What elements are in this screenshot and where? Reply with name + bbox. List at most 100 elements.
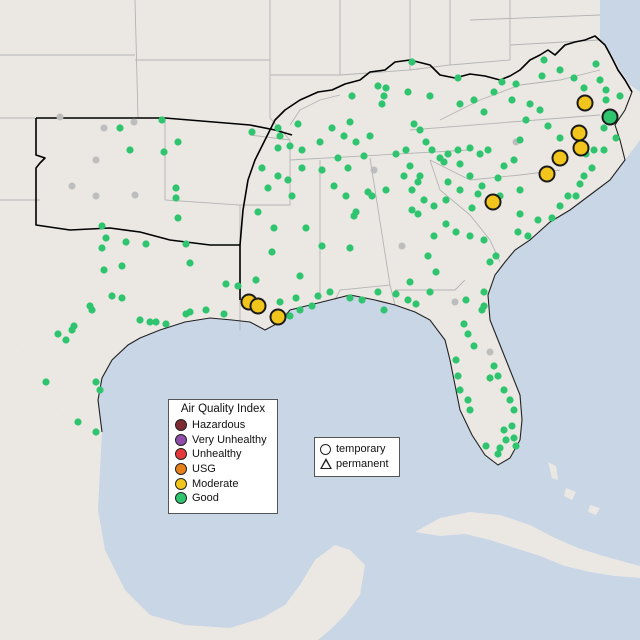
good-site bbox=[382, 186, 390, 194]
good-site bbox=[454, 372, 462, 380]
triangle-icon bbox=[320, 458, 332, 470]
good-site bbox=[580, 84, 588, 92]
good-site bbox=[136, 316, 144, 324]
good-site bbox=[464, 330, 472, 338]
good-site bbox=[484, 146, 492, 154]
good-site bbox=[466, 406, 474, 414]
good-site bbox=[478, 306, 486, 314]
good-site bbox=[374, 288, 382, 296]
good-site bbox=[494, 450, 502, 458]
good-site bbox=[556, 134, 564, 142]
legend-title: Air Quality Index bbox=[180, 403, 266, 415]
good-site bbox=[380, 306, 388, 314]
legend-item-permanent: permanent bbox=[320, 457, 394, 472]
good-site bbox=[380, 92, 388, 100]
moderate-site bbox=[572, 139, 590, 157]
good-site bbox=[118, 294, 126, 302]
legend-label: Very Unhealthy bbox=[192, 433, 267, 446]
good-site bbox=[524, 232, 532, 240]
good-site bbox=[308, 302, 316, 310]
good-site bbox=[302, 224, 310, 232]
legend-item-unhealthy: Unhealthy bbox=[175, 447, 271, 462]
good-site bbox=[346, 294, 354, 302]
good-site bbox=[220, 310, 228, 318]
good-site bbox=[456, 386, 464, 394]
good-site bbox=[350, 212, 358, 220]
good-site bbox=[42, 378, 50, 386]
legend-label: temporary bbox=[336, 443, 386, 456]
moderate-swatch bbox=[175, 477, 187, 490]
good-site bbox=[480, 288, 488, 296]
good-site bbox=[360, 152, 368, 160]
good-site bbox=[510, 434, 518, 442]
good-site bbox=[420, 196, 428, 204]
legend-label: Moderate bbox=[192, 477, 239, 490]
good-site bbox=[478, 182, 486, 190]
good-site bbox=[456, 186, 464, 194]
good-site bbox=[442, 220, 450, 228]
good-site bbox=[480, 236, 488, 244]
moderate-site bbox=[249, 297, 267, 315]
good-site bbox=[512, 80, 520, 88]
good-site bbox=[426, 92, 434, 100]
good-site bbox=[468, 204, 476, 212]
good-swatch bbox=[175, 492, 187, 505]
usg-swatch bbox=[175, 463, 187, 476]
good-site bbox=[466, 144, 474, 152]
good-site bbox=[476, 150, 484, 158]
good-site bbox=[588, 164, 596, 172]
good-site bbox=[392, 150, 400, 158]
good-site bbox=[508, 96, 516, 104]
good-site bbox=[186, 308, 194, 316]
good-site bbox=[186, 259, 194, 267]
good-site bbox=[576, 180, 584, 188]
good-site bbox=[296, 306, 304, 314]
moderate-site bbox=[269, 308, 287, 326]
good-site bbox=[500, 162, 508, 170]
legend-label: Unhealthy bbox=[192, 448, 242, 461]
good-site bbox=[276, 298, 284, 306]
good-large-sites bbox=[601, 108, 619, 126]
good-site bbox=[522, 116, 530, 124]
good-site bbox=[486, 258, 494, 266]
good-site bbox=[512, 442, 520, 450]
good-site bbox=[498, 78, 506, 86]
legend-label: Hazardous bbox=[192, 419, 246, 432]
good-site bbox=[402, 146, 410, 154]
good-site bbox=[540, 56, 548, 64]
good-site bbox=[74, 418, 82, 426]
good-site bbox=[264, 184, 272, 192]
moderate-sites bbox=[240, 94, 594, 326]
good-site bbox=[364, 188, 372, 196]
good-site bbox=[516, 136, 524, 144]
good-site bbox=[572, 192, 580, 200]
good-site bbox=[294, 120, 302, 128]
good-site bbox=[408, 206, 416, 214]
good-site bbox=[600, 146, 608, 154]
good-site bbox=[152, 318, 160, 326]
good-site bbox=[422, 138, 430, 146]
good-site bbox=[102, 234, 110, 242]
good-site bbox=[456, 160, 464, 168]
good-site bbox=[316, 138, 324, 146]
good-site bbox=[544, 122, 552, 130]
hazardous-swatch bbox=[175, 419, 187, 432]
good-site bbox=[500, 386, 508, 394]
good-site bbox=[62, 336, 70, 344]
good-site bbox=[480, 108, 488, 116]
good-site bbox=[428, 146, 436, 154]
moderate-site bbox=[551, 149, 569, 167]
good-site bbox=[436, 154, 444, 162]
good-site bbox=[494, 174, 502, 182]
good-site bbox=[126, 146, 134, 154]
good-site bbox=[564, 192, 572, 200]
good-site bbox=[416, 172, 424, 180]
good-site bbox=[490, 88, 498, 96]
good-site bbox=[602, 96, 610, 104]
good-site bbox=[392, 290, 400, 298]
good-site bbox=[258, 164, 266, 172]
good-site bbox=[98, 244, 106, 252]
good-site bbox=[252, 276, 260, 284]
good-site bbox=[248, 128, 256, 136]
